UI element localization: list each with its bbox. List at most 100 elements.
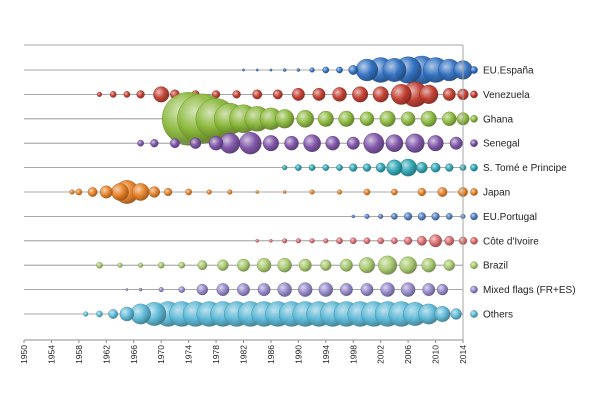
data-bubble [372, 86, 389, 103]
legend-marker [470, 139, 478, 147]
data-bubble [277, 282, 292, 297]
data-bubble [378, 213, 384, 219]
data-bubble [138, 287, 143, 292]
legend-label: Venezuela [483, 90, 530, 101]
series-layer [24, 55, 473, 327]
legend-entry: S. Tomé e Principe [470, 163, 567, 174]
legend-marker [470, 261, 478, 270]
legend-label: EU.España [483, 66, 534, 77]
data-bubble [277, 257, 292, 273]
legend-marker [470, 212, 478, 221]
data-bubble [399, 256, 417, 274]
data-bubble [255, 68, 259, 72]
legend-entry: EU.Portugal [470, 212, 537, 223]
data-bubble [416, 235, 427, 246]
data-bubble [138, 262, 144, 268]
data-bubble [338, 110, 355, 127]
data-bubble [352, 86, 369, 103]
data-bubble [282, 238, 288, 244]
data-bubble [137, 139, 144, 147]
data-bubble [349, 163, 358, 172]
data-bubble [416, 161, 428, 174]
data-bubble [430, 162, 441, 173]
x-tick-label: 2002 [376, 345, 386, 364]
data-bubble [119, 306, 135, 322]
data-bubble [158, 287, 164, 293]
data-bubble [363, 132, 385, 154]
legend-entry: Senegal [470, 139, 520, 150]
data-bubble [336, 237, 343, 245]
series-row [24, 180, 468, 204]
legend-label: S. Tomé e Principe [483, 163, 567, 174]
data-bubble [434, 306, 451, 323]
data-bubble [336, 164, 343, 171]
legend-marker [470, 236, 478, 245]
data-bubble [336, 66, 343, 74]
data-bubble [445, 163, 454, 172]
x-tick-label: 1986 [266, 345, 276, 364]
data-bubble [295, 164, 302, 171]
data-bubble [257, 283, 271, 297]
data-bubble [150, 139, 159, 148]
data-bubble [237, 283, 250, 297]
data-bubble [75, 188, 83, 196]
data-bubble [420, 110, 437, 127]
data-bubble [196, 283, 209, 296]
x-tick-label: 1970 [156, 345, 166, 364]
legend-entry: Japan [470, 188, 510, 199]
x-tick-label: 1950 [19, 345, 29, 364]
data-bubble [96, 261, 103, 269]
data-bubble [339, 258, 353, 272]
data-bubble [239, 132, 262, 155]
data-bubble [391, 237, 398, 245]
legend-label: Senegal [483, 139, 520, 150]
data-bubble [355, 58, 379, 82]
data-bubble [291, 87, 305, 101]
data-bubble [442, 87, 456, 101]
data-bubble [417, 212, 426, 221]
data-bubble [390, 84, 412, 105]
x-tick-label: 1958 [74, 345, 84, 364]
data-bubble [272, 89, 283, 100]
data-bubble [83, 311, 89, 317]
data-bubble [346, 136, 360, 150]
x-tick-label: 2014 [458, 345, 468, 364]
data-bubble [216, 283, 230, 297]
data-bubble [255, 239, 259, 243]
data-bubble [422, 283, 436, 297]
data-bubble [400, 111, 416, 127]
data-bubble [189, 137, 202, 149]
data-bubble [296, 68, 301, 72]
data-bubble [379, 110, 396, 127]
data-bubble [185, 188, 192, 196]
data-bubble [282, 68, 287, 72]
data-bubble [178, 261, 186, 269]
legend-entry: Venezuela [470, 90, 530, 101]
legend-label: Brazil [483, 261, 508, 272]
series-row [24, 255, 463, 275]
x-tick-label: 2010 [431, 345, 441, 364]
data-bubble [282, 190, 287, 194]
data-bubble [298, 282, 313, 297]
data-bubble [255, 190, 259, 194]
legend-label: Mixed flags (FR+ES) [483, 285, 576, 296]
data-bubble [125, 288, 129, 291]
data-bubble [275, 109, 295, 129]
data-bubble [377, 255, 398, 275]
data-bubble [262, 135, 279, 152]
series-row [24, 81, 469, 108]
data-bubble [385, 134, 404, 152]
data-bubble [358, 257, 375, 274]
data-bubble [449, 136, 463, 150]
data-bubble [309, 238, 315, 244]
data-bubble [269, 239, 273, 243]
data-bubble [117, 262, 123, 268]
data-bubble [427, 135, 444, 152]
data-bubble [405, 133, 425, 153]
x-tick-label: 1998 [348, 345, 358, 364]
data-bubble [309, 189, 315, 195]
data-bubble [382, 58, 407, 82]
data-bubble [391, 213, 398, 220]
data-bubble [332, 87, 347, 102]
data-bubble [242, 68, 245, 72]
